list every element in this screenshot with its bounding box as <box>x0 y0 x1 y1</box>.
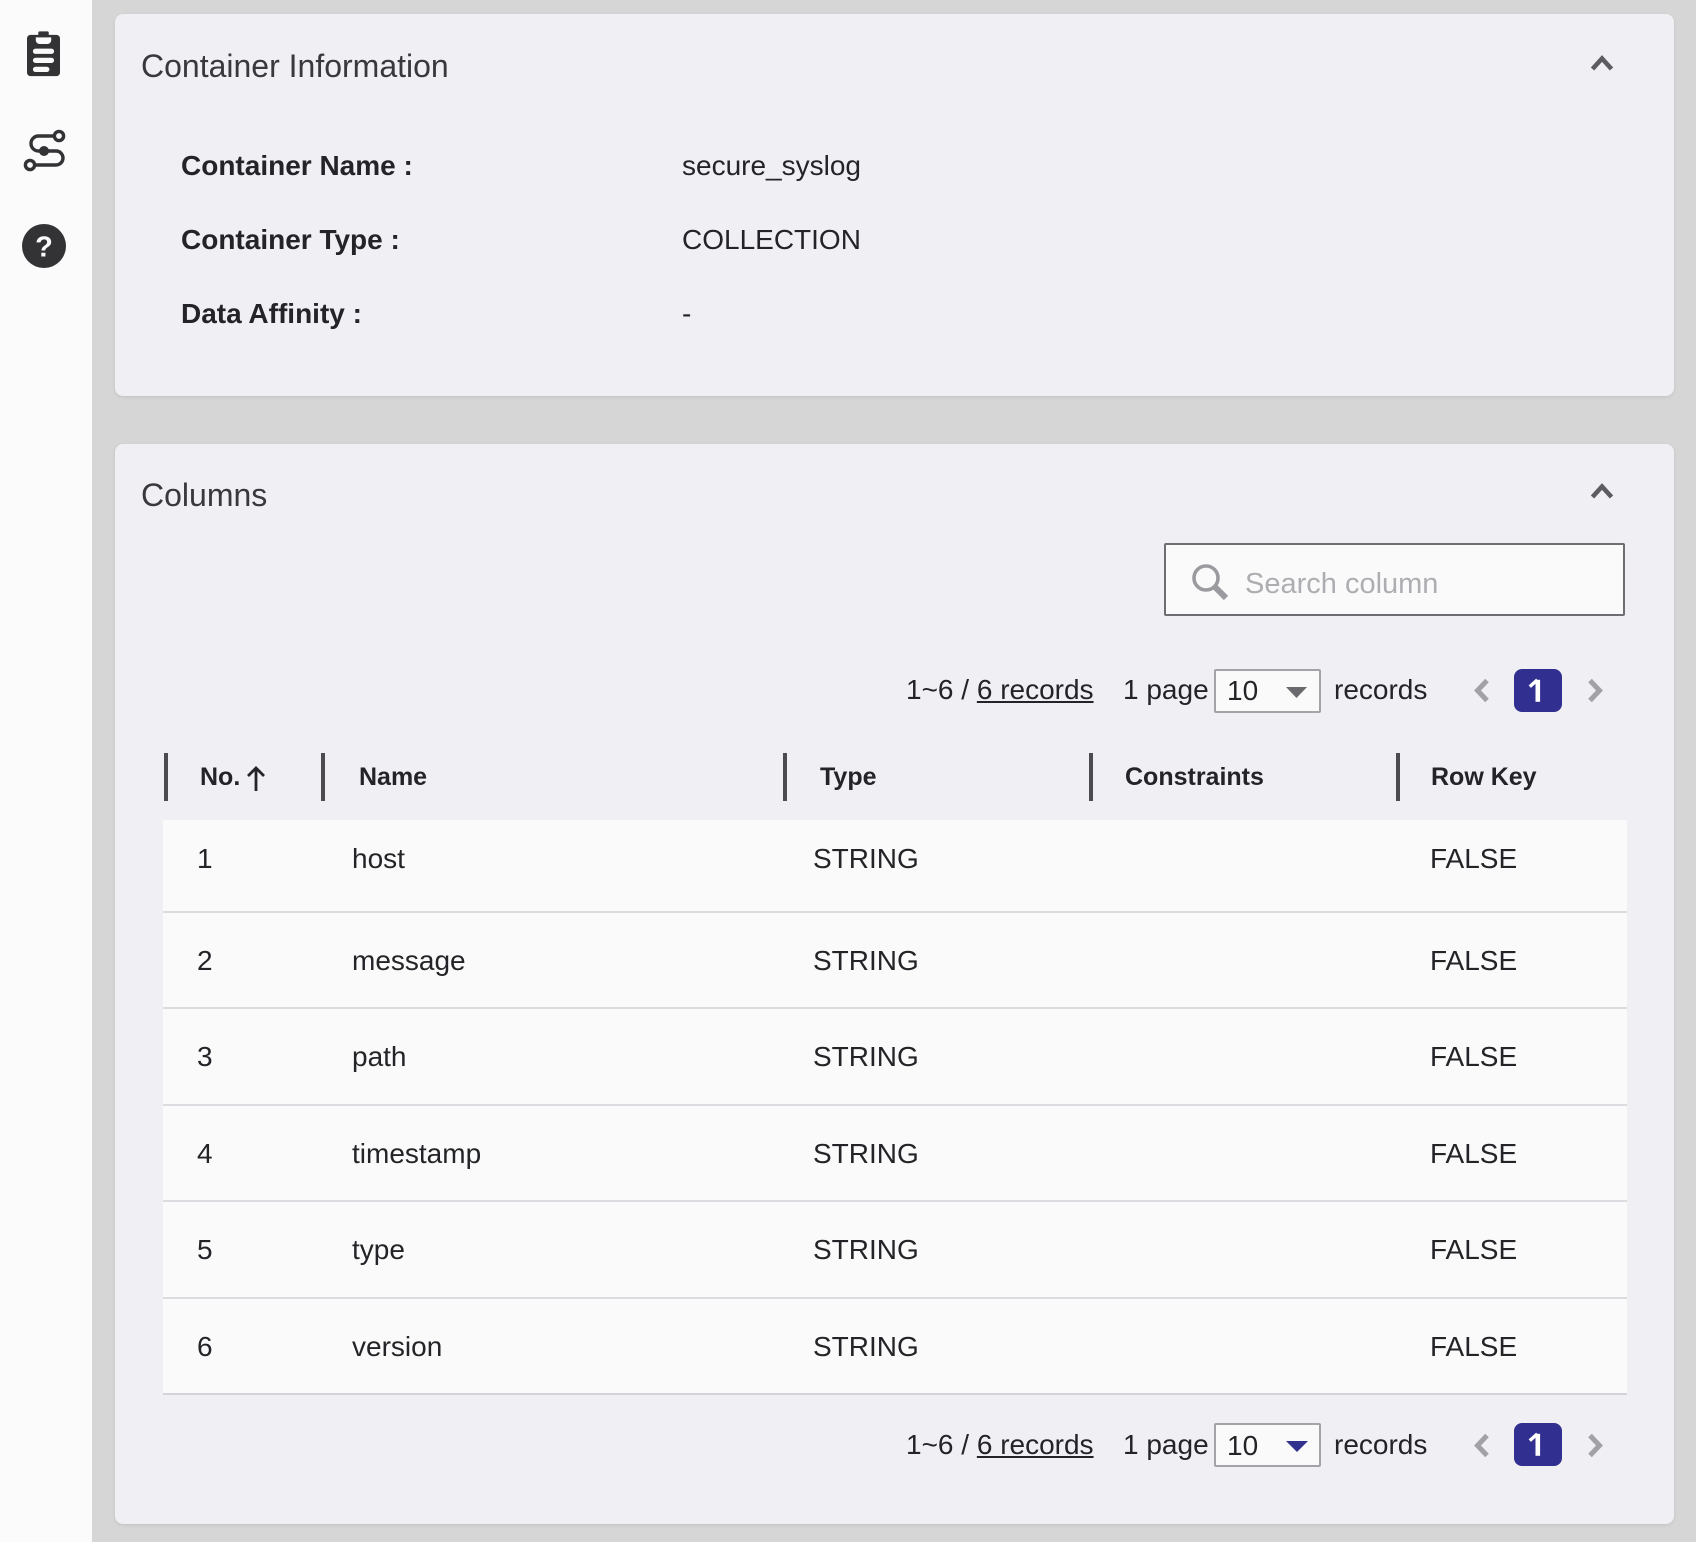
svg-text:?: ? <box>35 232 53 264</box>
